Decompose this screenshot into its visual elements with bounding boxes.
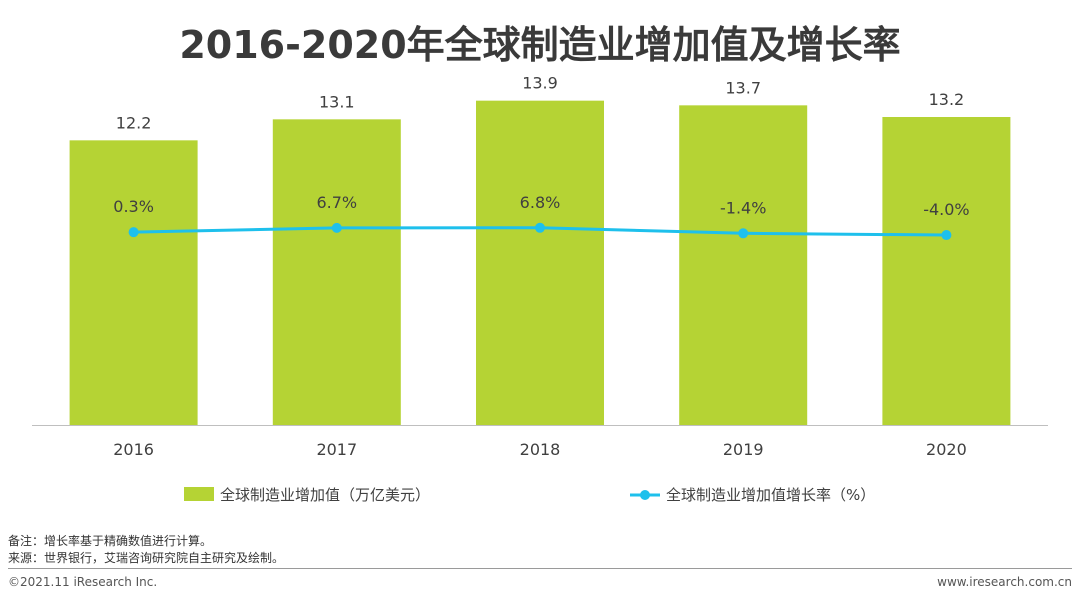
x-tick-2017: 2017 [316,440,357,459]
legend-bar-label: 全球制造业增加值（万亿美元） [220,486,430,504]
growth-label-2017: 6.7% [316,193,357,212]
bar-2019 [679,105,808,425]
growth-point-2020 [941,230,952,241]
growth-point-2018 [535,222,545,233]
growth-point-2019 [738,228,749,239]
bar-label-2020: 13.2 [929,90,965,109]
bar-2016 [69,140,198,426]
legend-line-marker [640,490,650,500]
growth-point-2017 [331,222,342,233]
growth-point-2016 [128,227,139,238]
x-tick-2016: 2016 [113,440,154,459]
footer-divider [8,568,1072,569]
bar-label-2019: 13.7 [725,78,761,97]
chart-title: 2016-2020年全球制造业增加值及增长率 [179,23,901,67]
website-link[interactable]: www.iresearch.com.cn [937,575,1072,589]
growth-label-2018: 6.8% [520,193,561,212]
bar-2017 [272,119,401,425]
x-tick-2018: 2018 [520,440,561,459]
remark-note: 备注：增长率基于精确数值进行计算。 [8,534,213,548]
bar-label-2016: 12.2 [116,113,152,132]
bar-label-2017: 13.1 [319,92,355,111]
x-tick-2019: 2019 [723,440,764,459]
growth-label-2016: 0.3% [113,197,154,216]
legend-line-label: 全球制造业增加值增长率（%） [666,486,875,504]
bar-2020 [882,117,1011,425]
bar-2018 [476,100,604,426]
bar-label-2018: 13.9 [522,74,558,93]
legend-bar-swatch [184,487,214,501]
growth-label-2019: -1.4% [720,198,766,217]
copyright: ©2021.11 iResearch Inc. [8,575,158,589]
source-note: 来源：世界银行，艾瑞咨询研究院自主研究及绘制。 [8,551,285,565]
growth-label-2020: -4.0% [923,200,969,219]
combo-chart: 12.2 2016 13.1 2017 13.9 2018 13.7 2019 13.2 2020… [32,74,1048,504]
x-tick-2020: 2020 [926,440,967,459]
